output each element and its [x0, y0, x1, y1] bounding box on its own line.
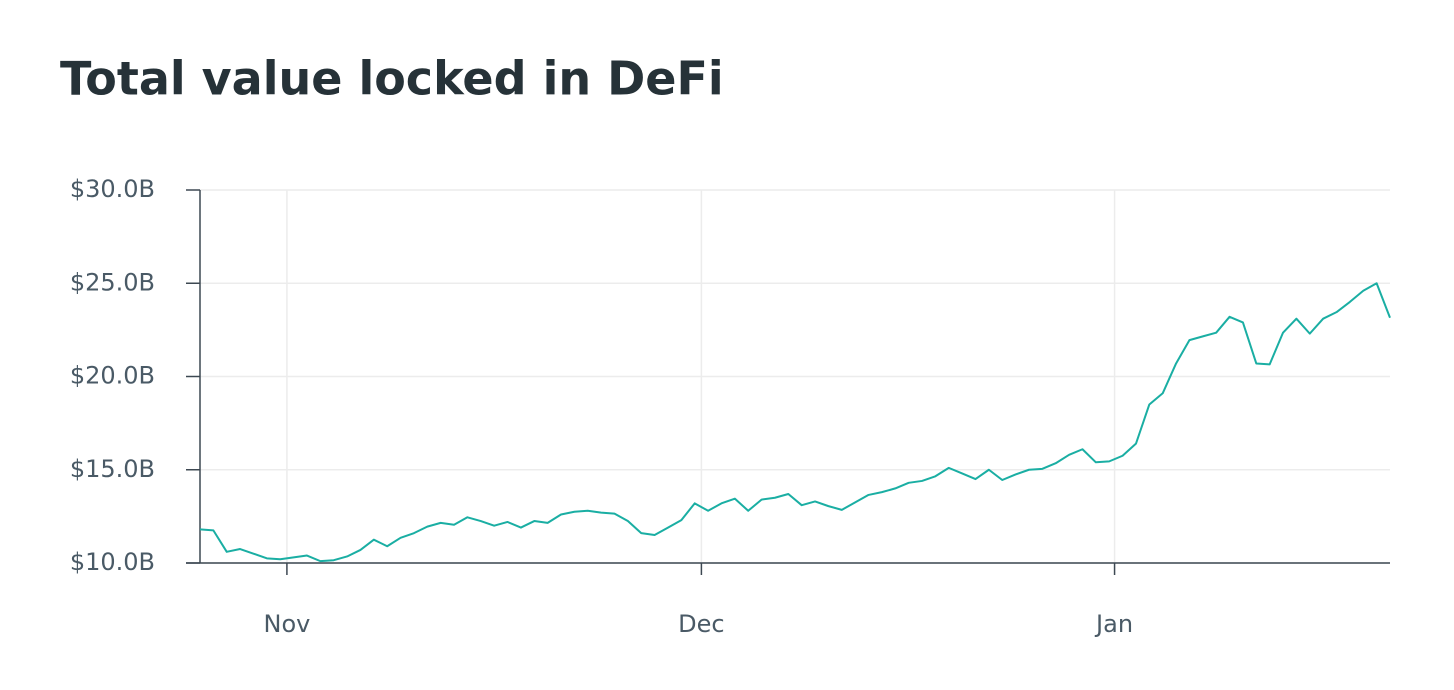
x-tick-label: Jan — [1094, 610, 1133, 638]
x-tick-label: Dec — [678, 610, 724, 638]
y-tick-label: $15.0B — [70, 455, 155, 483]
x-tick-label: Nov — [263, 610, 310, 638]
y-tick-label: $10.0B — [70, 548, 155, 576]
chart-title: Total value locked in DeFi — [60, 52, 724, 106]
y-tick-label: $30.0B — [70, 175, 155, 203]
y-tick-label: $25.0B — [70, 268, 155, 296]
data-line — [199, 282, 1391, 563]
y-tick-label: $20.0B — [70, 362, 155, 390]
